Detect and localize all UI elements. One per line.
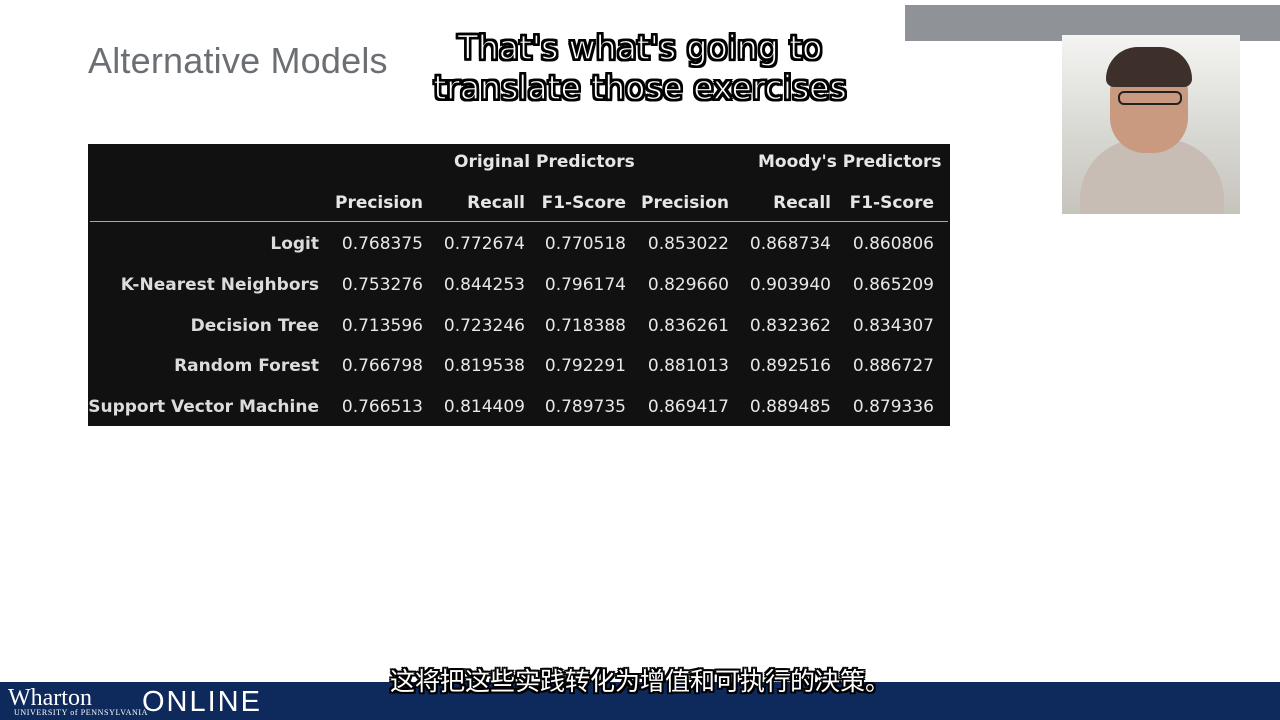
footer-bar (0, 682, 1280, 720)
table-cell: 0.792291 (544, 356, 626, 376)
table-cell: 0.753276 (341, 275, 423, 295)
table-cell: 0.819538 (443, 356, 525, 376)
table-cell: 0.879336 (852, 397, 934, 417)
column-header: Precision (640, 193, 729, 213)
table-cell: 0.860806 (852, 234, 934, 254)
table-cell: 0.881013 (647, 356, 729, 376)
column-header: F1-Score (541, 193, 626, 213)
presenter-video[interactable] (1062, 35, 1240, 214)
table-cell: 0.834307 (852, 316, 934, 336)
english-caption: That's what's going to translate those e… (400, 27, 880, 108)
column-header: Recall (773, 193, 831, 213)
column-header: F1-Score (849, 193, 934, 213)
chinese-caption: 这将把这些实践转化为增值和可执行的决策。 (389, 667, 890, 696)
online-wordmark: ONLINE (142, 686, 262, 718)
header-divider (90, 221, 948, 222)
table-cell: 0.766513 (341, 397, 423, 417)
table-cell: 0.789735 (544, 397, 626, 417)
row-label: Decision Tree (190, 316, 319, 336)
table-cell: 0.836261 (647, 316, 729, 336)
table-cell: 0.865209 (852, 275, 934, 295)
table-cell: 0.772674 (443, 234, 525, 254)
wharton-logo: Wharton (8, 685, 92, 711)
table-cell: 0.868734 (749, 234, 831, 254)
table-cell: 0.723246 (443, 316, 525, 336)
table-cell: 0.718388 (544, 316, 626, 336)
column-header: Precision (334, 193, 423, 213)
table-cell: 0.796174 (544, 275, 626, 295)
table-cell: 0.886727 (852, 356, 934, 376)
table-cell: 0.903940 (749, 275, 831, 295)
table-cell: 0.768375 (341, 234, 423, 254)
table-cell: 0.889485 (749, 397, 831, 417)
model-results-table: Original Predictors Moody's Predictors P… (88, 144, 950, 426)
table-cell: 0.844253 (443, 275, 525, 295)
slide-title: Alternative Models (88, 40, 388, 81)
table-cell: 0.713596 (341, 316, 423, 336)
row-label: Random Forest (174, 356, 319, 376)
english-caption-line-1: That's what's going to (457, 27, 823, 67)
table-cell: 0.814409 (443, 397, 525, 417)
table-cell: 0.766798 (341, 356, 423, 376)
row-label: Logit (270, 234, 319, 254)
table-cell: 0.832362 (749, 316, 831, 336)
table-cell: 0.892516 (749, 356, 831, 376)
group-header-original: Original Predictors (454, 152, 635, 172)
wharton-logo-subtext: UNIVERSITY of PENNSYLVANIA (14, 708, 148, 717)
column-header: Recall (467, 193, 525, 213)
row-label: Support Vector Machine (88, 397, 319, 417)
row-label: K-Nearest Neighbors (120, 275, 319, 295)
group-header-moodys: Moody's Predictors (758, 152, 942, 172)
table-cell: 0.829660 (647, 275, 729, 295)
table-cell: 0.869417 (647, 397, 729, 417)
presenter-hair (1106, 47, 1192, 87)
table-cell: 0.853022 (647, 234, 729, 254)
presenter-glasses (1118, 91, 1182, 105)
table-cell: 0.770518 (544, 234, 626, 254)
english-caption-line-2: translate those exercises (433, 67, 848, 107)
